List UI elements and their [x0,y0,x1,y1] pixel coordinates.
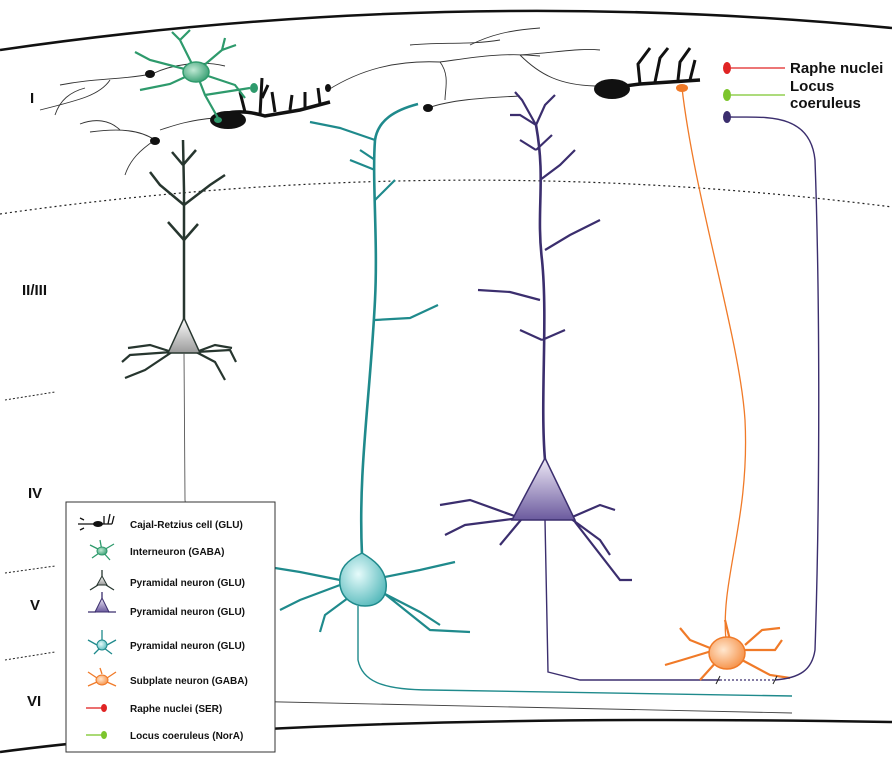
legend-icon-pyramidal-dark [89,570,115,591]
legend-icon-raphe [86,704,107,712]
axon-terminal [145,70,155,78]
cajal-retzius-cell-right [594,47,701,99]
locus-coeruleus-label-line1: Locus [790,78,834,95]
legend-icon-interneuron [89,539,115,561]
layer-i-boundary [0,179,892,215]
raphe-nuclei-terminal [723,62,731,74]
layer-label-v: V [30,597,40,614]
legend-label-raphe: Raphe nuclei (SER) [130,704,222,715]
legend-icon-pyramidal-teal [87,630,117,655]
legend-icon-subplate [87,667,117,687]
legend-label-locus: Locus coeruleus (NorA) [130,731,243,742]
legend-label-subplate: Subplate neuron (GABA) [130,676,248,687]
axon-terminal [150,137,160,145]
descending-axon [184,540,793,714]
legend: Cajal-Retzius cell (GLU) Interneuron (GA… [65,501,276,753]
legend-label-cajal: Cajal-Retzius cell (GLU) [130,520,243,531]
layer-label-iv: IV [28,485,42,502]
legend-icon-cajal [78,513,115,531]
legend-icon-pyramidal-purple [88,592,116,613]
layer-label-ii-iii: II/III [22,282,47,299]
locus-coeruleus-terminal [723,89,731,101]
legend-label-pyramidal-purple: Pyramidal neuron (GLU) [130,607,245,618]
layer-label-vi: VI [27,693,41,710]
locus-coeruleus-label-line2: coeruleus [790,95,861,112]
axon-terminal [423,104,433,112]
cajal-retzius-cell-left [210,77,331,129]
pyramidal-neuron-teal [274,102,793,697]
layer-label-i: I [30,90,34,107]
legend-icon-locus [86,731,107,739]
subplate-neuron [664,84,791,681]
layer-iv-boundary [4,565,56,574]
legend-label-pyramidal-teal: Pyramidal neuron (GLU) [130,641,245,652]
raphe-nuclei-label: Raphe nuclei [790,60,883,77]
pyramidal-neuron-dark [121,139,237,541]
legend-label-pyramidal-dark: Pyramidal neuron (GLU) [130,578,245,589]
cut-mark [715,675,778,685]
interneuron [134,29,258,123]
layer-i-axon-plexus [39,27,601,176]
locus-coeruleus-fiber [729,116,820,681]
pyramidal-neuron-purple [439,91,775,681]
legend-label-interneuron: Interneuron (GABA) [130,547,224,558]
pial-surface-line [0,9,892,52]
layer-v-boundary [4,651,56,661]
purple-fiber-terminal [723,111,731,123]
layer-ii-iii-boundary [4,391,56,401]
